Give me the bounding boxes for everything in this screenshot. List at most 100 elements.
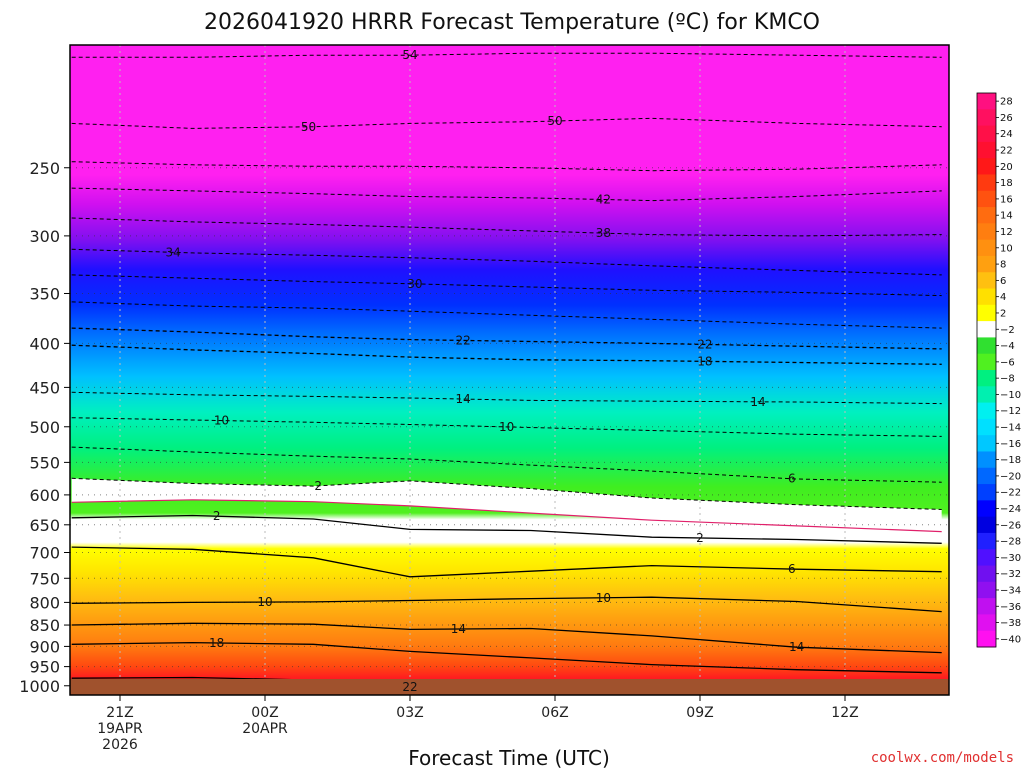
colorbar-swatch — [977, 207, 996, 224]
isotherm-label: 2 — [314, 479, 322, 493]
colorbar-label: −16 — [1000, 439, 1021, 450]
colorbar-label: −34 — [1000, 585, 1021, 596]
isotherm-line — [71, 391, 942, 405]
colorbar-label: 20 — [1000, 162, 1013, 173]
isotherm-line — [71, 161, 942, 172]
y-tick-label: 550 — [29, 453, 60, 472]
y-tick-label: 250 — [29, 159, 60, 178]
y-tick-label: 500 — [29, 418, 60, 437]
isotherm-label: 50 — [547, 114, 562, 128]
colorbar-swatch — [977, 223, 996, 241]
y-tick-label: 700 — [29, 543, 60, 562]
isotherm-label: 18 — [697, 354, 712, 368]
isotherm-label: 10 — [499, 420, 514, 434]
x-tick-label: 19APR — [97, 721, 143, 737]
isotherm-line — [71, 217, 942, 237]
y-tick-label: 400 — [29, 334, 60, 353]
colorbar-label: −30 — [1000, 553, 1021, 564]
colorbar-swatch — [977, 239, 996, 257]
colorbar-swatch — [977, 370, 996, 387]
colorbar-swatch — [977, 125, 996, 143]
colorbar-swatch — [977, 158, 996, 175]
colorbar-label: −14 — [1000, 423, 1021, 434]
colorbar-swatch — [977, 451, 996, 469]
colorbar-swatch — [977, 288, 996, 306]
isotherm-line — [71, 514, 942, 544]
isotherm-label: 10 — [257, 595, 272, 609]
colorbar-label: 14 — [1000, 211, 1013, 222]
colorbar-label: 18 — [1000, 178, 1013, 189]
colorbar-label: 28 — [1000, 97, 1013, 108]
colorbar-swatch — [977, 109, 996, 127]
colorbar-swatch — [977, 174, 996, 192]
colorbar-label: 26 — [1000, 113, 1013, 124]
y-tick-label: 350 — [29, 284, 60, 303]
x-tick-label: 00Z — [251, 705, 278, 721]
isotherm-line — [71, 52, 942, 58]
y-tick-label: 750 — [29, 569, 60, 588]
isotherm-line — [71, 301, 942, 329]
isotherm-label: 54 — [402, 48, 417, 62]
colorbar-swatch — [977, 272, 996, 290]
colorbar-label: −28 — [1000, 537, 1021, 548]
colorbar-swatch — [977, 321, 996, 338]
x-tick-label: 09Z — [686, 705, 713, 721]
y-tick-label: 1000 — [19, 677, 60, 696]
isotherm-line — [71, 187, 942, 202]
colorbar-label: −20 — [1000, 471, 1021, 482]
freezing-line — [71, 499, 942, 533]
isotherm-label: 38 — [596, 226, 611, 240]
isotherm-line — [71, 596, 942, 613]
chart-title: 2026041920 HRRR Forecast Temperature (ºC… — [204, 10, 820, 35]
colorbar-swatch — [977, 614, 996, 632]
gridlines — [70, 45, 949, 695]
isotherm-label: 14 — [456, 392, 471, 406]
colorbar-label: 24 — [1000, 129, 1013, 140]
y-tick-label: 950 — [29, 658, 60, 677]
colorbar-swatch — [977, 598, 996, 615]
isotherm-label: 14 — [451, 622, 466, 636]
isotherm-label: 10 — [214, 414, 229, 428]
y-tick-label: 600 — [29, 486, 60, 505]
x-tick-label: 2026 — [102, 737, 138, 753]
colorbar-label: 2 — [1000, 308, 1006, 319]
colorbar-swatch — [977, 565, 996, 583]
colorbar-label: 16 — [1000, 194, 1013, 205]
isotherm-label: 22 — [402, 680, 417, 694]
freezing-band — [71, 478, 942, 532]
colorbar-label: −10 — [1000, 390, 1021, 401]
x-tick-label: 06Z — [541, 705, 568, 721]
temperature-field — [70, 45, 949, 695]
colorbar-label: 22 — [1000, 146, 1013, 157]
colorbar-label: −38 — [1000, 618, 1021, 629]
colorbar-label: 12 — [1000, 227, 1013, 238]
colorbar-swatch — [977, 304, 996, 322]
colorbar-label: −22 — [1000, 488, 1021, 499]
y-tick-label: 900 — [29, 637, 60, 656]
colorbar-swatch — [977, 581, 996, 599]
colorbar-label: 6 — [1000, 276, 1006, 287]
colorbar-frame — [976, 92, 997, 648]
colorbar-swatch — [977, 255, 996, 273]
colorbar-label: 4 — [1000, 292, 1006, 303]
colorbar-swatch — [977, 467, 996, 485]
plot-area — [70, 45, 949, 695]
isotherm-line — [71, 117, 942, 129]
colorbar-swatch — [977, 93, 996, 110]
colorbar-swatch — [977, 190, 996, 208]
colorbar-swatch — [977, 549, 996, 567]
isotherm-label: 2 — [696, 531, 704, 545]
isotherm-label: 14 — [789, 640, 804, 654]
isotherm-label: 10 — [596, 591, 611, 605]
colorbar-label: −32 — [1000, 569, 1021, 580]
isotherm-label: 2 — [213, 509, 221, 523]
isotherm-label: 6 — [788, 472, 796, 486]
x-axis-label: Forecast Time (UTC) — [408, 746, 610, 768]
colorbar-label: −40 — [1000, 634, 1021, 645]
colorbar-swatch — [977, 418, 996, 436]
colorbar-label: 8 — [1000, 260, 1006, 271]
colorbar-label: −24 — [1000, 504, 1021, 515]
